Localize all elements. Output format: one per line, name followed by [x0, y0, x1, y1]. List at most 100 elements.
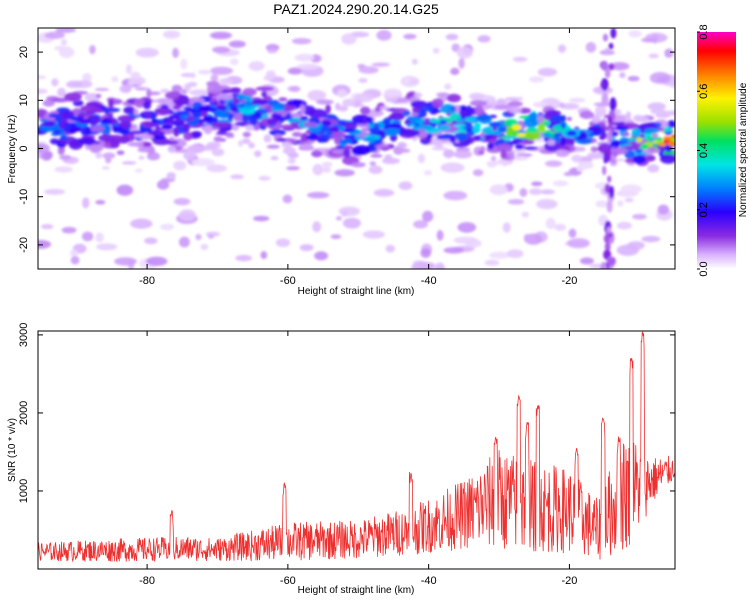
- spectrogram-core-1268: [409, 116, 417, 123]
- spectrogram-blob-190: [162, 30, 181, 39]
- spectrogram-blob-1130: [139, 121, 156, 129]
- spectrogram-blob-1059: [454, 105, 461, 113]
- spectrogram-blob-134: [81, 231, 94, 242]
- spectrogram-blob-771: [625, 111, 632, 120]
- spectrogram-core-1209: [60, 118, 68, 125]
- spectrogram-blob-880: [414, 92, 423, 98]
- spectrogram-blob-931: [216, 93, 234, 101]
- spectrogram-blob-555: [311, 150, 323, 158]
- spectrogram-blob-1074: [137, 134, 154, 140]
- spectrogram-blob-815: [49, 138, 61, 145]
- spectrogram-blob-1037: [663, 126, 672, 133]
- spectrogram-blob-896: [623, 132, 630, 137]
- spectrogram-blob-1159: [286, 99, 302, 106]
- spectrogram-core-1265: [658, 142, 667, 147]
- spectrogram-core-1264: [116, 126, 124, 131]
- spectrogram-blob-5: [265, 43, 280, 52]
- spectrogram-blob-930: [571, 154, 583, 163]
- spectrogram-blob-244: [585, 42, 597, 53]
- spectrogram-blob-115: [489, 184, 508, 196]
- spectrogram-x-tick-label-2: -40: [421, 275, 437, 287]
- spectrogram-blob-997: [104, 154, 110, 161]
- spectrogram-blob-1136: [351, 114, 371, 125]
- spectrogram-blob-810: [579, 110, 594, 119]
- spectrogram-streak-1271: [604, 242, 611, 252]
- spectrogram-blob-241: [450, 67, 460, 76]
- spectrogram-blob-866: [203, 124, 213, 135]
- spectrogram-blob-838: [469, 100, 488, 107]
- spectrogram-blob-0: [443, 190, 468, 201]
- colorbar-tick-label-0: 0.0: [698, 261, 710, 276]
- spectrogram-blob-985: [68, 140, 83, 150]
- spectrogram-blob-820: [353, 145, 371, 155]
- spectrogram-blob-114: [312, 163, 324, 176]
- spectrogram-blob-148: [54, 45, 66, 51]
- spectrogram-blob-222: [334, 169, 355, 177]
- spectrogram-blob-69: [656, 76, 670, 83]
- spectrogram-core-1206: [663, 136, 672, 141]
- spectrogram-core-1266: [338, 138, 353, 144]
- spectrogram-blob-697: [57, 87, 66, 97]
- spectrogram-blob-750: [379, 105, 390, 110]
- spectrogram-blob-85: [373, 188, 395, 197]
- colorbar-ticks: 0.0 0.2 0.4 0.6 0.8: [697, 24, 710, 277]
- spectrogram-blob-189: [270, 155, 279, 161]
- spectrogram-blob-1047: [233, 112, 243, 122]
- spectrogram-blob-225: [212, 46, 231, 54]
- spectrogram-blob-130: [528, 188, 542, 196]
- spectrogram-blob-1100: [127, 78, 136, 87]
- spectrogram-blob-110: [458, 57, 465, 69]
- spectrogram-blob-32: [95, 232, 104, 243]
- spectrogram-core-1249: [320, 125, 330, 132]
- spectrogram-blob-1154: [51, 132, 61, 137]
- spectrogram-core-1175: [553, 133, 561, 137]
- spectrogram-blob-137: [44, 31, 65, 39]
- spectrogram-blob-457: [397, 148, 411, 153]
- spectrogram-blob-247: [70, 256, 80, 265]
- spectrogram-blob-165: [282, 194, 293, 204]
- spectrogram-core-1166: [198, 119, 208, 123]
- spectrogram-blob-60: [647, 102, 666, 111]
- spectrogram-blob-360: [369, 161, 377, 166]
- spectrogram-streak-1290: [607, 175, 612, 183]
- spectrogram-blob-237: [443, 247, 465, 254]
- spectrogram-blob-43: [628, 30, 642, 38]
- spectrogram-blob-559: [127, 130, 146, 135]
- spectrogram-blob-80: [545, 217, 556, 230]
- spectrogram-core-1177: [488, 122, 501, 127]
- spectrogram-blob-133: [648, 53, 659, 59]
- spectrogram-blob-1008: [282, 146, 296, 155]
- spectrogram-blob-14: [371, 62, 391, 67]
- spectrogram-blob-96: [537, 67, 558, 77]
- spectrogram-blob-745: [123, 106, 136, 115]
- spectrogram-blob-164: [456, 46, 473, 59]
- spectrogram-blob-226: [95, 199, 106, 205]
- spectrogram-blob-587: [229, 58, 239, 66]
- spectrogram-blob-444: [197, 69, 212, 75]
- spectrogram-y-tick-label-3: 10: [18, 94, 30, 106]
- spectrogram-blob-29: [376, 30, 392, 41]
- spectrogram-streak-1275: [610, 157, 617, 164]
- spectrogram-blob-1131: [343, 134, 357, 140]
- spectrogram-blob-53: [254, 150, 262, 158]
- spectrogram-x-label: Height of straight line (km): [298, 286, 415, 297]
- spectrogram-blob-261: [664, 110, 675, 116]
- spectrogram-blob-1119: [250, 99, 268, 106]
- spectrogram-blob-97: [60, 38, 67, 46]
- spectrogram-core-1253: [288, 119, 300, 123]
- spectrogram-blob-757: [146, 151, 161, 161]
- spectrogram-blob-70: [489, 251, 511, 259]
- spectrogram-blob-821: [417, 153, 426, 164]
- spectrogram-blob-11: [286, 166, 300, 171]
- spectrogram-blob-806: [54, 166, 74, 173]
- colorbar: 0.0 0.2 0.4 0.6 0.8 Normalized spectral ampl…: [697, 24, 749, 277]
- spectrogram-core-1195: [455, 118, 465, 123]
- spectrogram-blob-772: [299, 104, 306, 115]
- snr-x-tick-label-0: -80: [139, 575, 155, 587]
- spectrogram-blob-807: [647, 164, 660, 173]
- spectrogram-blob-816: [316, 99, 334, 105]
- spectrogram-blob-1152: [455, 133, 468, 142]
- spectrogram-blob-1061: [267, 118, 278, 126]
- spectrogram-blob-934: [440, 104, 457, 114]
- spectrogram-blob-837: [127, 141, 145, 147]
